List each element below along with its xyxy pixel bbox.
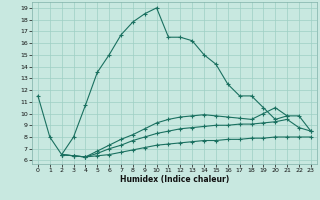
X-axis label: Humidex (Indice chaleur): Humidex (Indice chaleur) [120, 175, 229, 184]
